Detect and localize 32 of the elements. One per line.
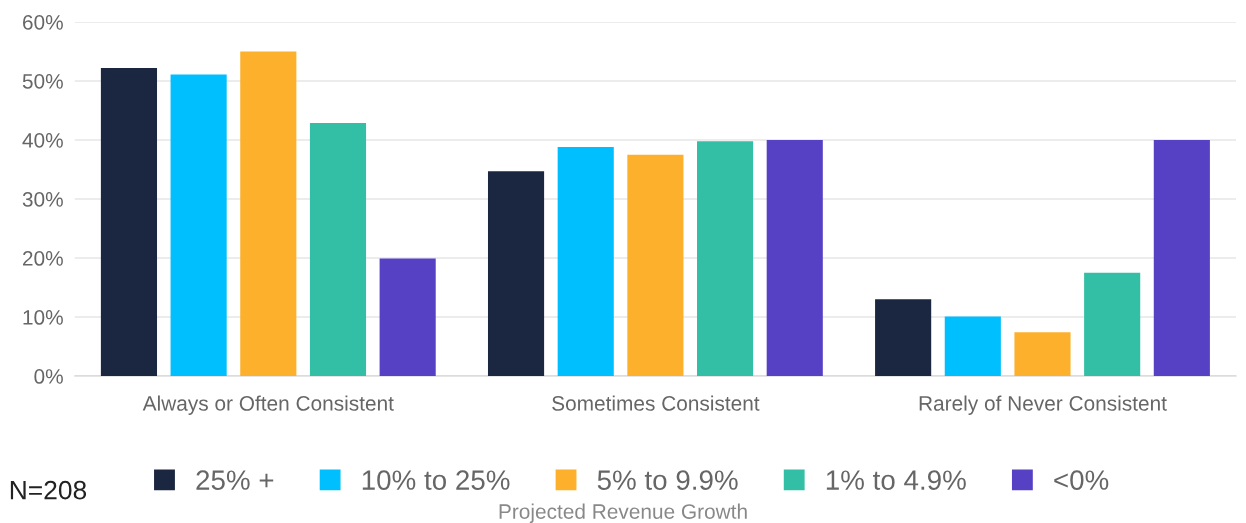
bar <box>1153 139 1210 377</box>
y-tick-label: 50% <box>22 73 63 89</box>
legend-title: Projected Revenue Growth <box>499 503 747 523</box>
x-tick-label: Always or Often Consistent <box>142 395 394 415</box>
y-tick-label: 20% <box>23 251 63 266</box>
legend-label: 1% to 4.9% <box>826 470 966 490</box>
legend-label: 10% to 25% <box>362 470 510 490</box>
x-tick-label: Sometimes Consistent <box>552 395 760 411</box>
y-tick-label: 30% <box>22 192 63 207</box>
bar <box>557 147 614 377</box>
text: N=208 <box>10 480 87 500</box>
bar <box>1084 272 1141 377</box>
bar <box>170 74 227 377</box>
bar <box>875 299 932 377</box>
legend-label: 25% + <box>196 470 274 490</box>
y-tick-label: 0% <box>34 369 63 384</box>
y-tick-label: 40% <box>22 132 63 148</box>
legend-label: <0% <box>1054 470 1109 490</box>
y-tick-label: 10% <box>23 310 63 325</box>
legend-label: 5% to 9.9% <box>597 470 738 490</box>
bar <box>766 139 823 377</box>
bar <box>100 68 158 377</box>
bar <box>1014 332 1071 377</box>
bar <box>309 122 367 377</box>
y-tick-label: 60% <box>23 14 63 30</box>
bar <box>487 171 545 377</box>
bar <box>240 51 297 377</box>
bar <box>627 154 684 377</box>
bar <box>944 316 1001 377</box>
bar <box>379 258 436 377</box>
bar <box>697 141 754 377</box>
x-tick-label: Rarely of Never Consistent <box>919 395 1167 415</box>
